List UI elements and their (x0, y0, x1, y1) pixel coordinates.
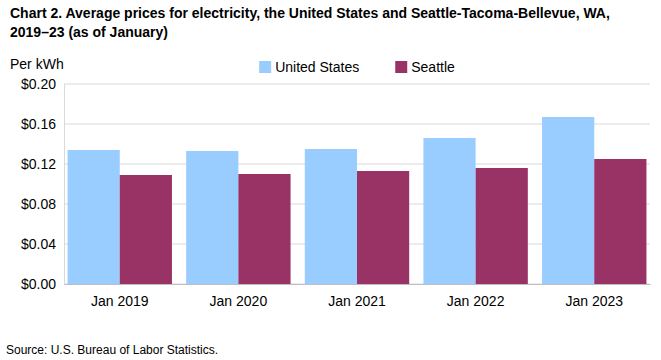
bar (305, 149, 357, 284)
legend-swatch (259, 61, 271, 73)
x-tick: Jan 2019 (91, 284, 149, 309)
bar (68, 150, 120, 284)
legend-label: United States (275, 59, 359, 75)
legend: United States Seattle (259, 59, 455, 75)
bar (476, 168, 528, 284)
y-tick: $0.04 (21, 236, 64, 252)
bar (423, 138, 475, 284)
y-tick-label: $0.20 (21, 76, 56, 92)
y-axis-line (64, 85, 65, 285)
legend-item: United States (259, 59, 359, 75)
bar (357, 171, 409, 284)
y-tick-label: $0.12 (21, 156, 56, 172)
grid-line (64, 84, 650, 85)
chart: Chart 2. Average prices for electricity,… (0, 0, 661, 360)
y-tick: $0.00 (21, 276, 64, 292)
y-tick-label: $0.08 (21, 196, 56, 212)
y-tick-label: $0.00 (21, 276, 56, 292)
x-tick: Jan 2020 (210, 284, 268, 309)
x-tick-label: Jan 2022 (447, 293, 505, 309)
y-axis: $0.00 $0.04 $0.08 $0.12 $0.16 $0.20 (21, 76, 65, 292)
y-tick: $0.16 (21, 116, 64, 132)
x-tick-label: Jan 2020 (210, 293, 268, 309)
legend-label: Seattle (411, 59, 455, 75)
title: Chart 2. Average prices for electricity,… (10, 5, 610, 40)
bar (594, 159, 646, 284)
legend-item: Seattle (395, 59, 455, 75)
x-axis: Jan 2019 Jan 2020 Jan 2021 Jan 2022 Jan 2023 (65, 284, 651, 309)
legend-swatch (395, 61, 407, 73)
x-tick-label: Jan 2023 (565, 293, 623, 309)
x-tick: Jan 2022 (447, 284, 505, 309)
y-tick: $0.20 (21, 76, 64, 92)
y-axis-title: Per kWh (10, 56, 64, 72)
y-tick-label: $0.16 (21, 116, 56, 132)
x-tick-label: Jan 2021 (328, 293, 386, 309)
grid (64, 84, 650, 284)
bars (68, 117, 647, 284)
y-tick-label: $0.04 (21, 236, 56, 252)
x-tick-label: Jan 2019 (91, 293, 149, 309)
x-axis-line (65, 284, 651, 285)
y-tick: $0.12 (21, 156, 64, 172)
x-tick: Jan 2021 (328, 284, 386, 309)
bar (186, 151, 238, 284)
bar (120, 175, 172, 284)
bar (238, 174, 290, 284)
bar (542, 117, 594, 284)
x-tick: Jan 2023 (565, 284, 623, 309)
y-tick: $0.08 (21, 196, 64, 212)
source-note: Source: U.S. Bureau of Labor Statistics. (6, 343, 218, 357)
